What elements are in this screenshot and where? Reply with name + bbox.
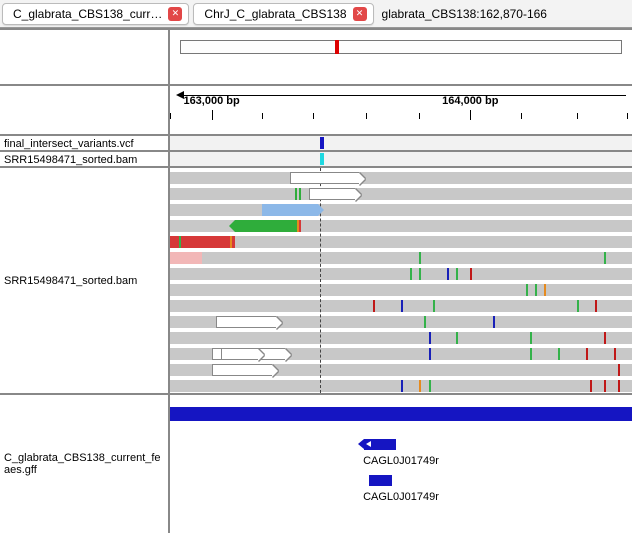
snp-mark[interactable] [230,236,232,248]
read-row [170,332,632,344]
read[interactable] [216,316,276,328]
chromosome-bar[interactable] [180,40,622,54]
location-text: glabrata_CBS138:162,870-166 [382,7,547,21]
read-row [170,268,632,280]
snp-mark[interactable] [590,380,592,392]
track-coverage: SRR15498471_sorted.bam [0,150,632,166]
snp-mark[interactable] [429,380,431,392]
features-body[interactable]: CAGL0J01749r CAGL0J01749r [170,395,632,533]
snp-mark[interactable] [429,332,431,344]
snp-mark[interactable] [373,300,375,312]
snp-mark[interactable] [595,300,597,312]
ruler-tick-label: 163,000 bp [183,95,239,107]
snp-mark[interactable] [419,252,421,264]
feature-bar[interactable] [364,439,396,450]
snp-mark[interactable] [456,268,458,280]
feature-label: CAGL0J01749r [170,491,632,503]
alignment-body[interactable] [170,168,632,393]
track-features: C_glabrata_CBS138_current_feaes.gff CAGL… [0,393,632,533]
ruler-right[interactable]: 163,000 bp 164,000 bp [170,86,632,134]
snp-mark[interactable] [419,380,421,392]
tabs-row: C_glabrata_CBS138_curr… ✕ ChrJ_C_glabrat… [0,0,632,28]
read[interactable] [262,204,317,216]
track-label[interactable]: SRR15498471_sorted.bam [0,152,170,166]
ruler-arrow-icon [176,90,626,100]
snp-mark[interactable] [433,300,435,312]
track-alignment: SRR15498471_sorted.bam [0,166,632,393]
coverage-mark[interactable] [320,153,324,165]
track-body[interactable] [170,136,632,150]
snp-mark[interactable] [577,300,579,312]
snp-mark[interactable] [544,284,546,296]
viewport-marker[interactable] [335,40,339,54]
snp-mark[interactable] [530,332,532,344]
track-label[interactable]: SRR15498471_sorted.bam [0,168,170,393]
read-row [170,284,632,296]
snp-mark[interactable] [424,316,426,328]
overview-row [0,28,632,84]
read[interactable] [290,172,359,184]
tab-chromosome[interactable]: ChrJ_C_glabrata_CBS138 ✕ [193,3,373,25]
ruler-left [0,86,170,134]
snp-mark[interactable] [558,348,560,360]
snp-mark[interactable] [530,348,532,360]
ruler-row: 163,000 bp 164,000 bp [0,84,632,134]
read[interactable] [309,188,355,200]
feature-bar[interactable] [369,475,392,486]
snp-mark[interactable] [618,380,620,392]
read-row [170,204,632,216]
overview-left [0,30,170,84]
snp-mark[interactable] [493,316,495,328]
snp-mark[interactable] [618,364,620,376]
track-label[interactable]: C_glabrata_CBS138_current_feaes.gff [0,395,170,533]
snp-mark[interactable] [604,252,606,264]
snp-mark[interactable] [456,332,458,344]
read[interactable] [221,348,258,360]
tab-label: ChrJ_C_glabrata_CBS138 [204,7,346,21]
variant-mark[interactable] [320,137,324,149]
ruler-labels: 163,000 bp164,000 bp [170,110,632,132]
snp-mark[interactable] [447,268,449,280]
ruler-tick-label: 164,000 bp [442,95,498,107]
track-body[interactable] [170,152,632,166]
snp-mark[interactable] [410,268,412,280]
read-row [170,252,632,264]
snp-mark[interactable] [586,348,588,360]
snp-mark[interactable] [179,236,181,248]
snp-mark[interactable] [299,188,301,200]
read-row [170,172,632,184]
snp-mark[interactable] [604,380,606,392]
overview-right[interactable] [170,30,632,84]
snp-mark[interactable] [295,188,297,200]
snp-mark[interactable] [526,284,528,296]
close-icon[interactable]: ✕ [353,7,367,21]
snp-mark[interactable] [299,220,301,232]
track-label-text: SRR15498471_sorted.bam [4,275,137,287]
tab-label: C_glabrata_CBS138_curr… [13,7,162,21]
track-vcf: final_intersect_variants.vcf [0,134,632,150]
snp-mark[interactable] [401,380,403,392]
snp-mark[interactable] [419,268,421,280]
read[interactable] [235,220,300,232]
snp-mark[interactable] [429,348,431,360]
feature-label: CAGL0J01749r [170,455,632,467]
read-row [170,188,632,200]
close-icon[interactable]: ✕ [168,7,182,21]
read[interactable] [170,252,202,264]
track-label[interactable]: final_intersect_variants.vcf [0,136,170,150]
track-label-text: C_glabrata_CBS138_current_feaes.gff [4,452,164,476]
feature-bar[interactable] [170,407,632,421]
snp-mark[interactable] [604,332,606,344]
read-row [170,236,632,248]
snp-mark[interactable] [535,284,537,296]
snp-mark[interactable] [470,268,472,280]
tab-genome[interactable]: C_glabrata_CBS138_curr… ✕ [2,3,189,25]
snp-mark[interactable] [614,348,616,360]
snp-mark[interactable] [401,300,403,312]
center-line [320,168,321,393]
read[interactable] [212,364,272,376]
